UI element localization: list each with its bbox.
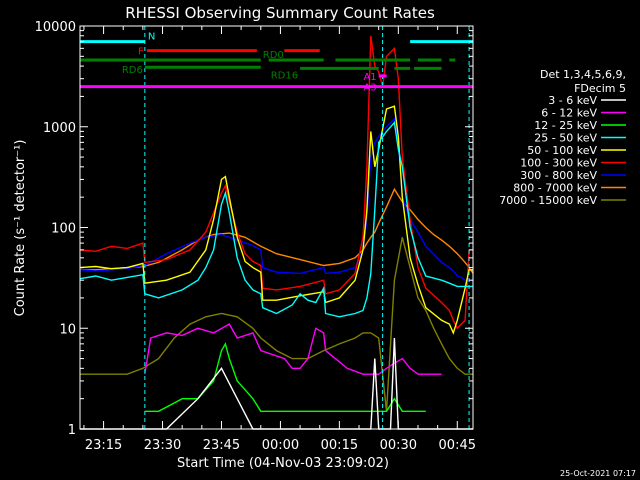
legend-label-3: 25 - 50 keV	[534, 132, 597, 145]
x-axis: 23:15 23:30 23:45 00:00 00:15 00:30 00:45	[83, 26, 476, 453]
series-line-4	[79, 105, 473, 335]
interval-label-rd6: RD6	[122, 65, 143, 76]
legend-label-8: 7000 - 15000 keV	[499, 194, 597, 207]
legend-label-0: 3 - 6 keV	[548, 94, 597, 107]
interval-label-rd16: RD16	[271, 70, 298, 81]
interval-label-rd0: RD0	[263, 50, 284, 61]
y-axis: 1 10 100 1000 10000	[35, 20, 473, 438]
series-line-3	[79, 121, 473, 318]
legend-label-2: 12 - 25 keV	[534, 119, 597, 132]
interval-label-f: F	[138, 47, 144, 58]
interval-label-a3: A3	[363, 83, 376, 94]
y-tick-label-0: 1	[68, 423, 76, 438]
x-tick-label-1: 23:30	[144, 438, 181, 453]
legend-label-5: 100 - 300 keV	[520, 157, 597, 170]
legend-header-2: FDecim 5	[574, 82, 626, 95]
series-line-2	[144, 342, 426, 412]
legend-label-1: 6 - 12 keV	[541, 107, 597, 120]
y-tick-label-1: 10	[59, 322, 76, 337]
x-tick-label-0: 23:15	[85, 438, 122, 453]
x-tick-label-4: 00:15	[321, 438, 358, 453]
x-tick-label-6: 00:45	[439, 438, 476, 453]
series-line-8	[80, 237, 473, 412]
x-tick-label-3: 00:00	[262, 438, 299, 453]
timestamp: 25-Oct-2021 07:17	[560, 469, 636, 478]
legend-header-1: Det 1,3,4,5,6,9,	[540, 68, 626, 81]
legend-label-6: 300 - 800 keV	[520, 169, 597, 182]
interval-label-n: N	[148, 32, 155, 43]
series-line-5	[79, 35, 473, 330]
legend-label-7: 800 - 7000 keV	[513, 182, 597, 195]
x-axis-label: Start Time (04-Nov-03 23:09:02)	[177, 456, 389, 471]
x-tick-label-5: 00:30	[380, 438, 417, 453]
x-tick-label-2: 23:45	[203, 438, 240, 453]
chart-title: RHESSI Observing Summary Count Rates	[125, 4, 435, 22]
y-axis-label: Count Rate (s⁻¹ detector⁻¹)	[13, 140, 28, 317]
y-tick-label-2: 100	[51, 222, 76, 237]
series-line-1	[144, 323, 442, 375]
y-tick-label-3: 1000	[43, 121, 76, 136]
y-tick-label-4: 10000	[35, 20, 76, 35]
legend-label-4: 50 - 100 keV	[527, 144, 597, 157]
interval-label-a1: A1	[363, 72, 376, 83]
